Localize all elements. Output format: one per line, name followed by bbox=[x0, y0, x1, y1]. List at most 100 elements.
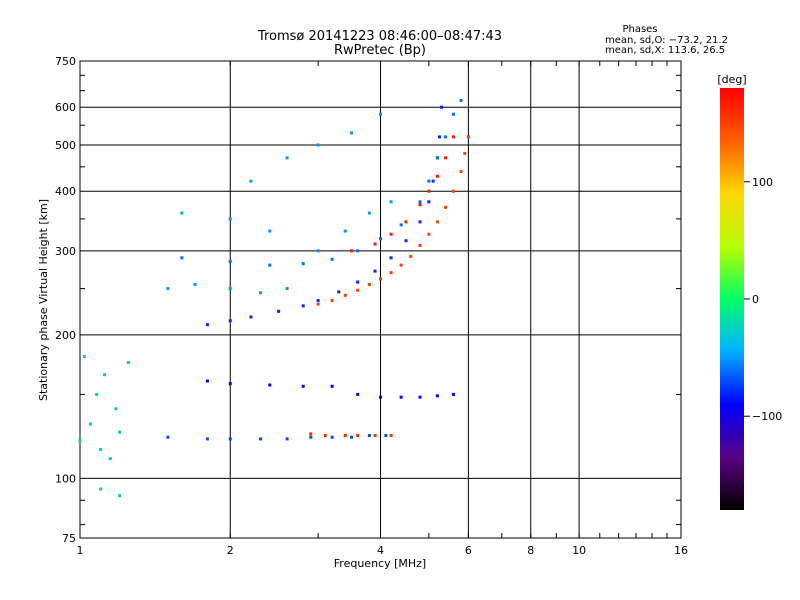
echo-point bbox=[389, 256, 393, 260]
echo-point bbox=[427, 232, 431, 236]
echo-point bbox=[114, 407, 118, 411]
y-axis-ticks: 75 100 200 300 400 500 600 750 bbox=[55, 55, 681, 545]
echo-point bbox=[367, 434, 371, 438]
echo-point bbox=[316, 249, 320, 253]
echo-point bbox=[451, 189, 455, 193]
echo-point bbox=[268, 263, 272, 267]
colorbar-gradient bbox=[720, 88, 744, 510]
echo-point bbox=[444, 156, 448, 160]
echo-point bbox=[180, 211, 184, 215]
echo-point bbox=[437, 135, 441, 139]
echo-point bbox=[389, 232, 393, 236]
x-tick-label: 10 bbox=[572, 544, 586, 557]
echo-point bbox=[389, 200, 393, 204]
echo-point bbox=[285, 156, 289, 160]
echo-point bbox=[356, 280, 360, 284]
echo-point bbox=[103, 373, 107, 377]
echo-point bbox=[409, 254, 413, 258]
x-tick-label: 1 bbox=[77, 544, 84, 557]
echo-point bbox=[350, 435, 354, 439]
echo-point bbox=[404, 220, 408, 224]
echo-point bbox=[418, 203, 422, 207]
echo-point bbox=[418, 243, 422, 247]
echo-point bbox=[427, 179, 431, 183]
echo-point bbox=[444, 205, 448, 209]
echo-point bbox=[180, 256, 184, 260]
echo-point bbox=[301, 304, 305, 308]
y-tick-label: 500 bbox=[55, 139, 76, 152]
y-axis-label: Stationary phase Virtual Height [km] bbox=[37, 199, 50, 401]
echo-point bbox=[285, 287, 289, 291]
echo-point bbox=[440, 105, 444, 109]
y-tick-label: 200 bbox=[55, 329, 76, 342]
echo-point bbox=[205, 379, 209, 383]
echo-point bbox=[166, 435, 170, 439]
echo-point bbox=[367, 211, 371, 215]
y-tick-label: 100 bbox=[55, 472, 76, 485]
echo-point bbox=[350, 249, 354, 253]
echo-point bbox=[389, 434, 393, 438]
echo-point bbox=[431, 179, 435, 183]
echo-point bbox=[399, 223, 403, 227]
echo-point bbox=[379, 395, 382, 399]
echo-point bbox=[316, 302, 320, 306]
echo-point bbox=[249, 179, 253, 183]
echo-point bbox=[343, 434, 347, 438]
echo-point bbox=[451, 112, 455, 116]
echo-point bbox=[337, 290, 341, 294]
echo-point bbox=[205, 323, 209, 327]
echo-point bbox=[228, 259, 232, 263]
echo-point bbox=[463, 151, 467, 155]
colorbar-tick-label: 100 bbox=[752, 176, 773, 189]
echo-point bbox=[323, 434, 327, 438]
echo-point bbox=[268, 383, 272, 387]
echo-point bbox=[356, 288, 360, 292]
echo-point bbox=[316, 299, 320, 303]
echo-point bbox=[95, 392, 99, 396]
x-axis-label: Frequency [MHz] bbox=[334, 557, 426, 570]
echo-point bbox=[451, 135, 455, 139]
echo-point bbox=[418, 220, 422, 224]
echo-point bbox=[343, 293, 347, 297]
echo-point bbox=[418, 395, 422, 399]
echo-point bbox=[89, 422, 93, 426]
phases-heading: Phases bbox=[622, 24, 657, 35]
echo-point bbox=[82, 355, 86, 359]
x-tick-label: 16 bbox=[674, 544, 688, 557]
echo-point bbox=[399, 263, 403, 267]
echo-point bbox=[435, 174, 439, 178]
echo-point bbox=[373, 242, 377, 246]
colorbar-tick-label: 0 bbox=[752, 293, 759, 306]
chart-title: Tromsø 20141223 08:46:00–08:47:43 bbox=[257, 29, 502, 44]
echo-point bbox=[435, 156, 439, 160]
colorbar-tick-label: −100 bbox=[752, 410, 782, 423]
echo-point bbox=[259, 437, 263, 441]
echo-point bbox=[350, 131, 354, 135]
echo-point bbox=[126, 360, 130, 364]
echo-point bbox=[373, 269, 377, 273]
x-tick-label: 2 bbox=[227, 544, 234, 557]
echo-point bbox=[389, 271, 393, 275]
echo-point bbox=[330, 384, 334, 388]
echo-point bbox=[356, 249, 360, 253]
echo-point bbox=[379, 237, 382, 241]
echo-point bbox=[435, 220, 439, 224]
echo-point bbox=[285, 437, 289, 441]
echo-point bbox=[435, 394, 439, 398]
echo-point bbox=[466, 135, 470, 139]
echo-point bbox=[427, 200, 431, 204]
echo-point bbox=[399, 395, 403, 399]
echo-point bbox=[259, 291, 263, 295]
echo-point bbox=[316, 143, 320, 147]
y-tick-label: 75 bbox=[62, 532, 76, 545]
x-axis-ticks: 1 2 4 6 8 10 16 bbox=[77, 61, 688, 557]
echo-point bbox=[99, 447, 103, 451]
y-tick-label: 400 bbox=[55, 185, 76, 198]
echo-point bbox=[373, 434, 377, 438]
echo-point bbox=[249, 315, 253, 319]
echo-point bbox=[427, 189, 431, 193]
echo-point bbox=[99, 487, 103, 491]
echo-point bbox=[356, 434, 360, 438]
echo-point bbox=[118, 430, 122, 434]
